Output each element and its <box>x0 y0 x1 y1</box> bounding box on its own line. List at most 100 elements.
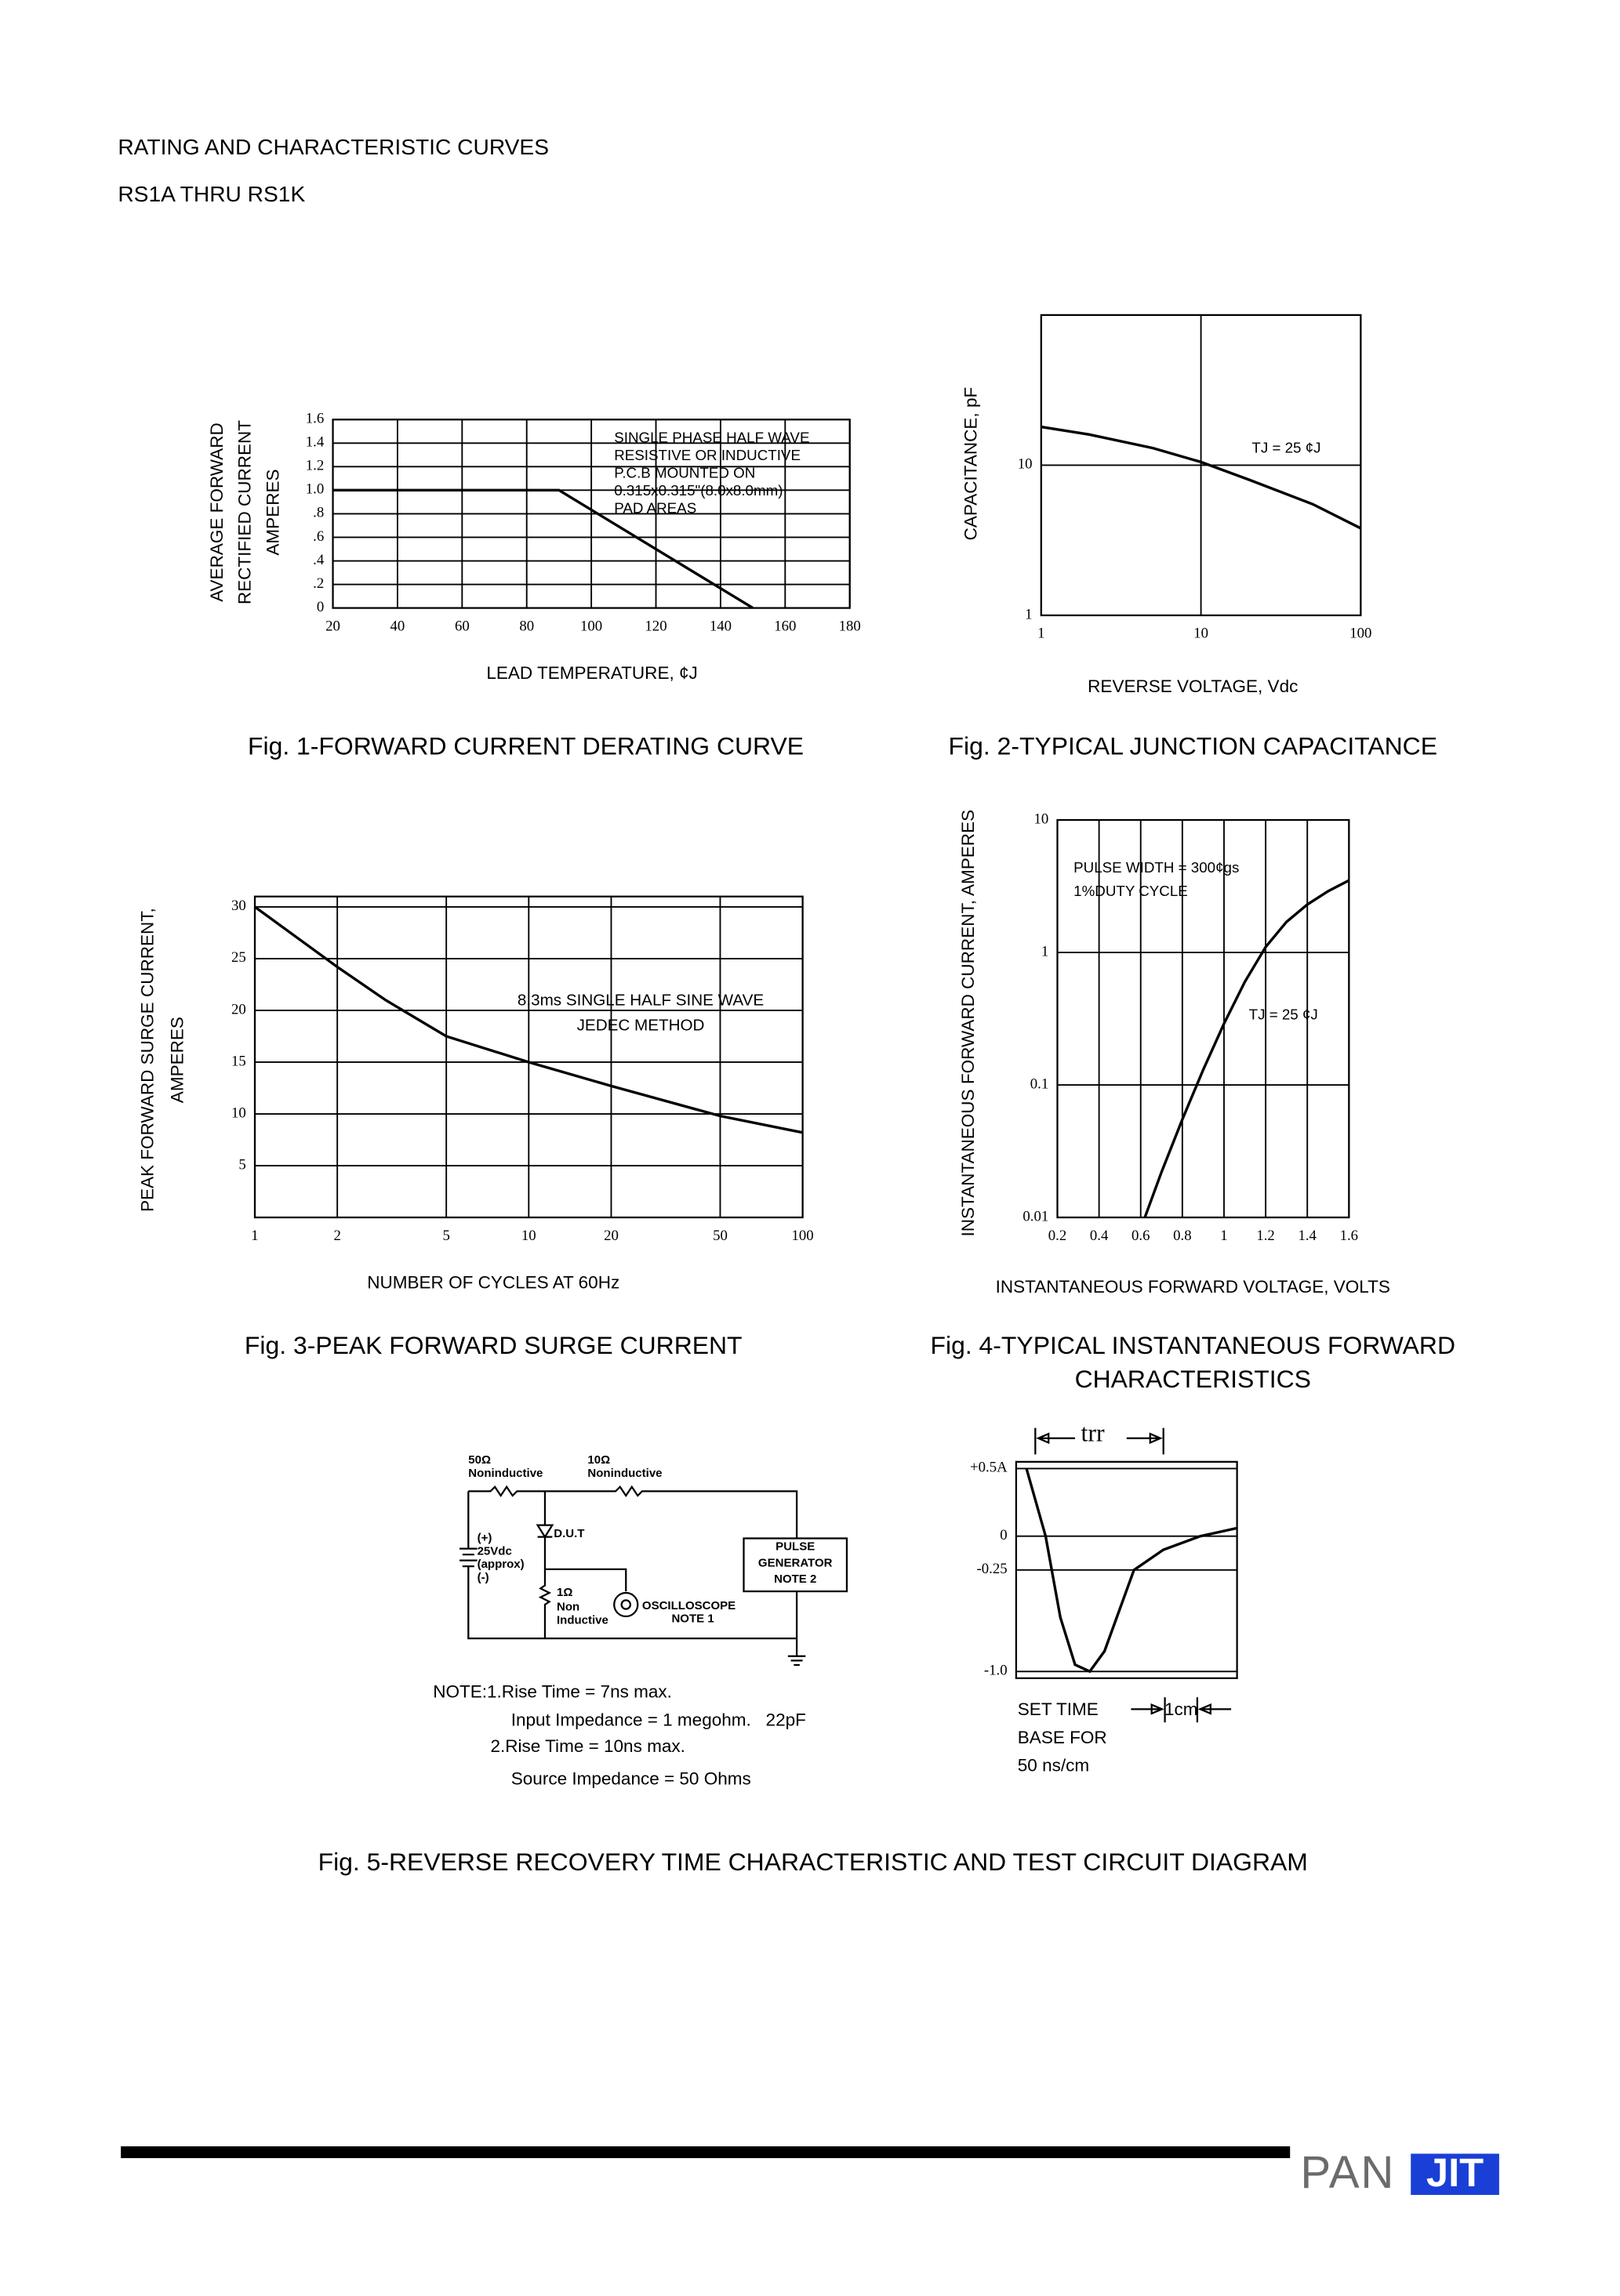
x-tick-label: 10 <box>521 1228 536 1244</box>
label: Inductive <box>557 1614 608 1627</box>
x-tick-label: 20 <box>604 1228 619 1244</box>
curve <box>1025 1467 1237 1674</box>
logo-box <box>1411 2153 1499 2196</box>
label: PULSE <box>775 1540 815 1554</box>
pulse-generator-box <box>743 1537 848 1593</box>
label: D.U.T <box>554 1527 585 1540</box>
x-tick-label: 100 <box>792 1228 814 1244</box>
y-tick-label: 10 <box>1033 811 1048 827</box>
x-tick-label: 1 <box>1220 1228 1227 1244</box>
logo-text: PAN <box>1300 2147 1395 2198</box>
label: (-) <box>478 1571 489 1584</box>
y-tick-label: 25 <box>231 949 246 966</box>
y-tick-label: .8 <box>313 505 324 521</box>
label: OSCILLOSCOPE <box>642 1599 736 1612</box>
y-tick-label: 20 <box>231 1001 246 1017</box>
y-tick-label: 1.2 <box>306 458 324 474</box>
x-tick-label: 160 <box>774 618 796 634</box>
test-circuit: 50Ω Noninductive 10Ω Noninductive (+) 25… <box>433 1453 848 1788</box>
y-tick-label: 30 <box>231 898 246 914</box>
y-tick-label: .4 <box>313 552 325 568</box>
label: Noninductive <box>587 1467 662 1480</box>
y-axis-label: AMPERES <box>167 1017 187 1103</box>
label: GENERATOR <box>758 1556 833 1569</box>
battery <box>459 1491 797 1640</box>
x-tick-label: 120 <box>645 618 667 634</box>
label: NOTE 1 <box>671 1612 714 1626</box>
x-tick-label: 0.4 <box>1090 1228 1109 1244</box>
y-tick-label: 1 <box>1041 943 1048 959</box>
y-tick-label: .2 <box>313 575 324 592</box>
label: (approx) <box>478 1558 525 1571</box>
annotation: 0.315x0.315"(8.0x8.0mm) <box>614 482 783 499</box>
y-tick-label: 1 <box>1025 606 1032 622</box>
annotation: BASE FOR <box>1018 1728 1107 1747</box>
page-title: RATING AND CHARACTERISTIC CURVES <box>118 135 549 159</box>
y-tick-label: -1.0 <box>984 1663 1008 1679</box>
y-tick-label: +0.5A <box>970 1460 1008 1476</box>
label: (+) <box>478 1531 492 1544</box>
x-tick-label: 1.2 <box>1256 1228 1274 1244</box>
annotation: P.C.B MOUNTED ON <box>614 465 755 481</box>
footer-bar <box>121 2146 1291 2159</box>
y-tick-label: 1.6 <box>306 411 324 427</box>
oscilloscope-symbol <box>620 1599 632 1610</box>
figure-caption: Fig. 1-FORWARD CURRENT DERATING CURVE <box>248 731 804 760</box>
x-tick-label: 100 <box>1349 626 1371 642</box>
annotation: PULSE WIDTH = 300¢gs <box>1073 859 1239 876</box>
y-tick-label: 5 <box>238 1156 245 1173</box>
dut-branch <box>536 1491 627 1639</box>
label: 1Ω <box>557 1586 572 1599</box>
x-tick-label: 80 <box>519 618 534 634</box>
annotation: 1cm <box>1164 1699 1198 1719</box>
y-tick-label: 0 <box>317 599 324 615</box>
x-tick-label: 40 <box>390 618 405 634</box>
note: Input Impedance = 1 megohm. 22pF <box>511 1710 806 1729</box>
label: Noninductive <box>468 1467 543 1480</box>
annotation: 8.3ms SINGLE HALF SINE WAVE <box>518 991 764 1009</box>
annotation: 1%DUTY CYCLE <box>1073 883 1188 899</box>
figure-caption: CHARACTERISTICS <box>1075 1365 1311 1393</box>
x-axis-label: NUMBER OF CYCLES AT 60Hz <box>367 1273 619 1293</box>
annotation: SINGLE PHASE HALF WAVE <box>614 430 809 446</box>
arrows <box>1034 1427 1232 1723</box>
page-subtitle: RS1A THRU RS1K <box>118 182 305 206</box>
annotation: RESISTIVE OR INDUCTIVE <box>614 447 801 463</box>
annotation: TJ = 25 ¢J <box>1249 1007 1318 1023</box>
y-tick-label: 0.1 <box>1030 1075 1048 1092</box>
y-axis-label: AMPERES <box>263 469 282 555</box>
y-tick-label: 0 <box>1000 1527 1007 1543</box>
y-tick-label: .6 <box>313 528 324 545</box>
x-tick-label: 1 <box>251 1228 258 1244</box>
curve <box>254 905 803 1134</box>
x-tick-label: 50 <box>713 1228 728 1244</box>
label: 50Ω <box>468 1453 491 1467</box>
x-tick-label: 1.6 <box>1340 1228 1358 1244</box>
curve <box>1041 425 1362 530</box>
x-tick-label: 0.2 <box>1048 1228 1066 1244</box>
x-tick-label: 1 <box>1037 626 1044 642</box>
y-axis-label: PEAK FORWARD SURGE CURRENT, <box>138 908 158 1212</box>
curve <box>332 488 754 610</box>
annotation: SET TIME <box>1018 1699 1099 1719</box>
x-tick-label: 10 <box>1193 626 1208 642</box>
label: Non <box>557 1601 579 1614</box>
label: NOTE 2 <box>774 1572 816 1586</box>
y-tick-label: 10 <box>231 1104 246 1121</box>
figure-caption: Fig. 3-PEAK FORWARD SURGE CURRENT <box>245 1331 743 1359</box>
note: 2.Rise Time = 10ns max. <box>490 1736 685 1756</box>
figure-caption: Fig. 5-REVERSE RECOVERY TIME CHARACTERIS… <box>318 1848 1308 1876</box>
annotation: trr <box>1081 1419 1105 1446</box>
x-tick-label: 5 <box>442 1228 449 1244</box>
x-axis-label: INSTANTANEOUS FORWARD VOLTAGE, VOLTS <box>996 1277 1390 1297</box>
figure-caption: Fig. 4-TYPICAL INSTANTANEOUS FORWARD <box>931 1331 1456 1359</box>
y-tick-label: 15 <box>231 1053 246 1069</box>
annotation: TJ = 25 ¢J <box>1251 440 1320 456</box>
logo-text: JIT <box>1426 2150 1484 2195</box>
x-tick-label: 140 <box>710 618 732 634</box>
x-axis-label: REVERSE VOLTAGE, Vdc <box>1088 676 1298 696</box>
x-tick-label: 60 <box>455 618 470 634</box>
y-axis-label: RECTIFIED CURRENT <box>235 420 255 604</box>
x-tick-label: 1.4 <box>1298 1228 1317 1244</box>
